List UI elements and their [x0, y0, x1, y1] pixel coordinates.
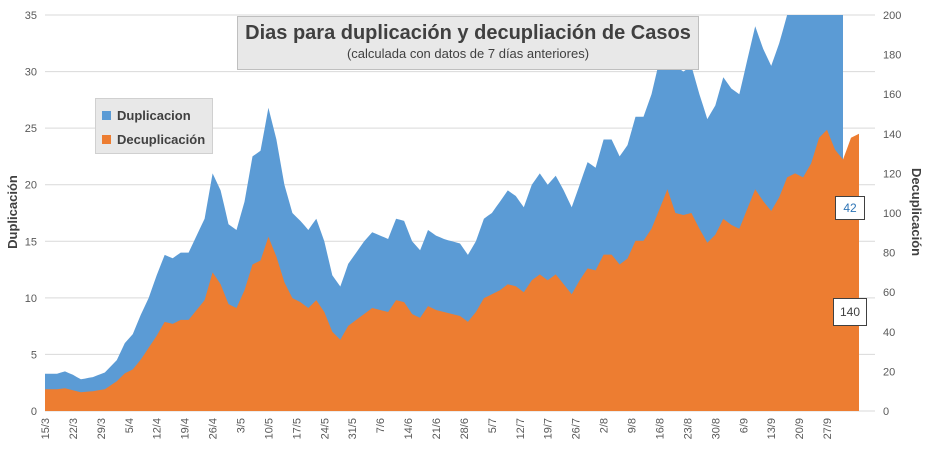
right-tick-80: 80: [883, 248, 895, 260]
x-tick-2-8: 2/8: [599, 418, 611, 433]
x-axis-ticks: 15/3 22/3 29/3 5/4 12/4 19/4 26/4 3/5 10/5 17/5 24…: [40, 418, 834, 439]
left-tick-30: 30: [25, 67, 37, 79]
x-tick-23-8: 23/8: [682, 418, 694, 439]
x-tick-12-4: 12/4: [152, 418, 164, 439]
x-tick-3-5: 3/5: [236, 418, 248, 433]
x-tick-21-6: 21/6: [431, 418, 443, 439]
legend-swatch-duplicacion: [102, 110, 111, 120]
legend-label-decuplicacion: Decuplicación: [117, 131, 206, 147]
left-tick-5: 5: [31, 349, 37, 361]
x-tick-16-8: 16/8: [654, 418, 666, 439]
data-label-duplicacion: 42: [835, 196, 865, 220]
chart-title: Dias para duplicación y decupliación de …: [245, 22, 691, 44]
y-axis-right-title: Decuplicación: [909, 168, 924, 256]
data-label-decuplicacion: 140: [833, 298, 867, 326]
x-tick-10-5: 10/5: [263, 418, 275, 439]
right-axis-ticks: 0 20 40 60 80 100 120 140 160 180 200: [883, 10, 901, 418]
right-tick-120: 120: [883, 168, 901, 180]
right-tick-100: 100: [883, 208, 901, 220]
x-tick-22-3: 22/3: [68, 418, 80, 439]
left-tick-35: 35: [25, 10, 37, 22]
x-tick-6-9: 6/9: [738, 418, 750, 433]
x-tick-24-5: 24/5: [319, 418, 331, 439]
right-tick-20: 20: [883, 366, 895, 378]
x-tick-5-7: 5/7: [487, 418, 499, 433]
x-tick-7-6: 7/6: [375, 418, 387, 433]
area-series: [45, 15, 859, 412]
right-tick-0: 0: [883, 406, 889, 418]
x-tick-13-9: 13/9: [766, 418, 778, 439]
x-tick-17-5: 17/5: [291, 418, 303, 439]
right-tick-60: 60: [883, 287, 895, 299]
right-tick-200: 200: [883, 10, 901, 22]
right-tick-40: 40: [883, 327, 895, 339]
chart-subtitle: (calculada con datos de 7 días anteriore…: [346, 46, 590, 61]
x-tick-29-3: 29/3: [96, 418, 108, 439]
right-tick-180: 180: [883, 50, 901, 62]
x-tick-31-5: 31/5: [347, 418, 359, 439]
x-tick-19-4: 19/4: [180, 418, 192, 439]
chart-title-box: Dias para duplicación y decupliación de …: [237, 16, 699, 70]
x-tick-28-6: 28/6: [459, 418, 471, 439]
left-tick-10: 10: [25, 293, 37, 305]
x-tick-27-9: 27/9: [822, 418, 834, 439]
legend-label-duplicacion: Duplicacion: [117, 107, 191, 123]
right-tick-160: 160: [883, 89, 901, 101]
y-axis-left-title: Duplicación: [5, 175, 20, 249]
left-tick-15: 15: [25, 236, 37, 248]
left-tick-20: 20: [25, 180, 37, 192]
legend-item-decuplicacion: Decuplicación: [102, 127, 206, 151]
x-tick-30-8: 30/8: [710, 418, 722, 439]
x-tick-26-7: 26/7: [571, 418, 583, 439]
legend-item-duplicacion: Duplicacion: [102, 103, 206, 127]
x-tick-19-7: 19/7: [543, 418, 555, 439]
area-decuplicacion: [45, 129, 859, 412]
x-tick-20-9: 20/9: [794, 418, 806, 439]
x-tick-15-3: 15/3: [40, 418, 52, 439]
x-tick-26-4: 26/4: [208, 418, 220, 439]
legend-swatch-decuplicacion: [102, 134, 111, 144]
left-axis-ticks: 0 5 10 15 20 25 30 35: [25, 10, 37, 418]
legend: Duplicacion Decuplicación: [95, 98, 213, 154]
right-tick-140: 140: [883, 129, 901, 141]
x-tick-5-4: 5/4: [124, 418, 136, 433]
left-tick-25: 25: [25, 123, 37, 135]
x-tick-12-7: 12/7: [515, 418, 527, 439]
left-tick-0: 0: [31, 406, 37, 418]
x-tick-9-8: 9/8: [627, 418, 639, 433]
x-tick-14-6: 14/6: [403, 418, 415, 439]
